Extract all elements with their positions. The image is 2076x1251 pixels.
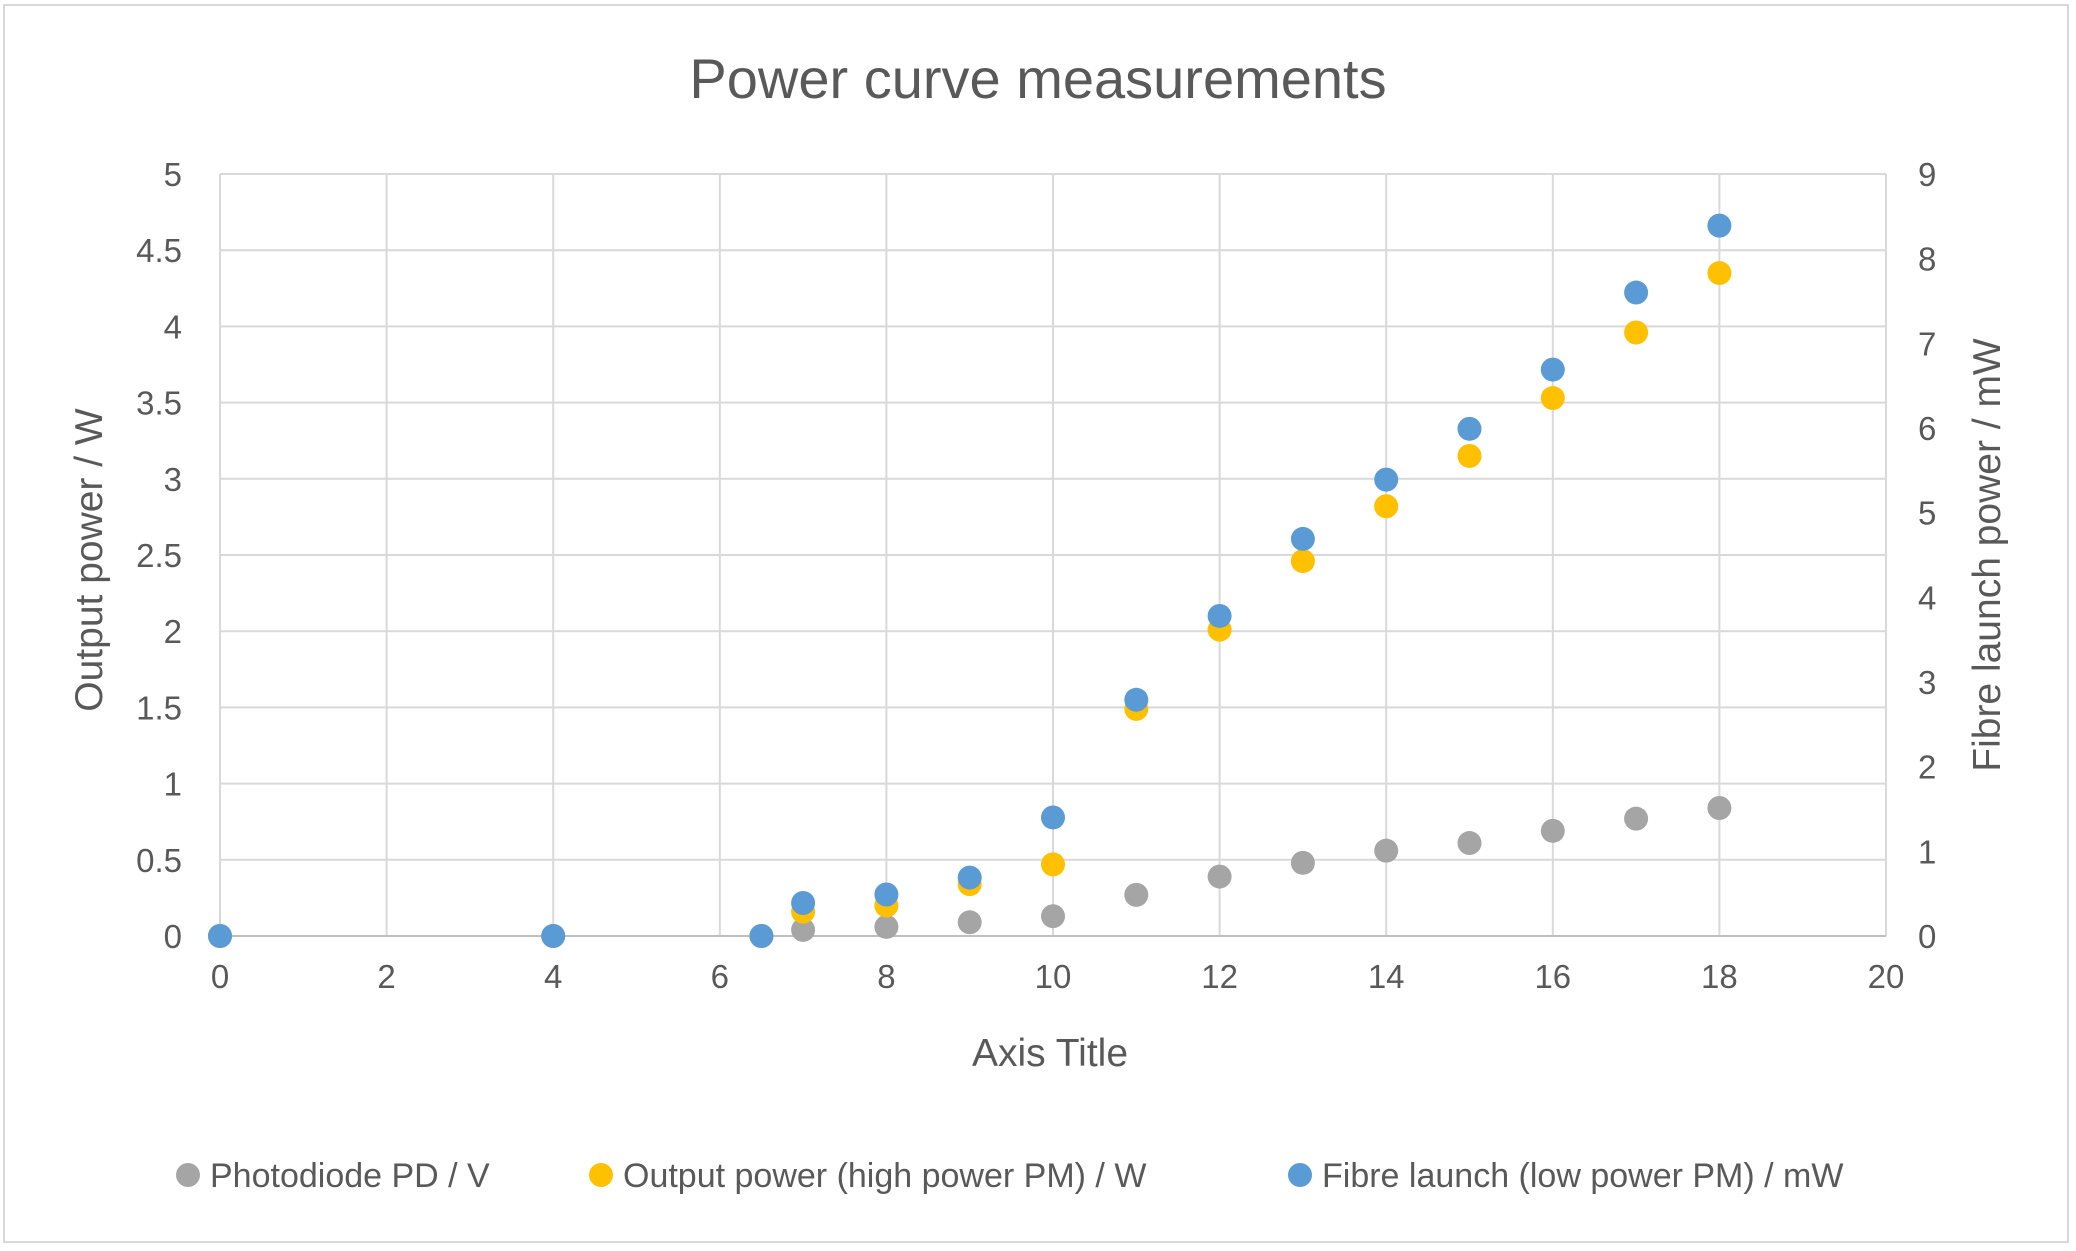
y-tick-label: 4: [164, 308, 182, 345]
y2-tick-label: 8: [1918, 241, 1936, 278]
fibre-launch-point: [874, 882, 899, 907]
legend-marker-output-power: [589, 1163, 613, 1187]
x-tick-label: 10: [1035, 958, 1072, 995]
photodiode-point: [1290, 850, 1315, 875]
fibre-launch-point: [541, 924, 566, 948]
x-axis-ticks: 0 2 4 6 8 10 12 14 16 18 20: [211, 958, 1905, 995]
fibre-launch-point: [1374, 467, 1399, 492]
y-tick-label: 1: [164, 766, 182, 803]
legend-marker-photodiode: [176, 1163, 200, 1187]
fibre-launch-point: [1624, 280, 1649, 305]
y2-tick-label: 4: [1918, 579, 1936, 616]
fibre-launch-point: [791, 890, 816, 915]
photodiode-point: [1124, 882, 1149, 907]
x-tick-label: 14: [1368, 958, 1405, 995]
photodiode-point: [1707, 795, 1732, 820]
y-axis-ticks: 0 0.5 1 1.5 2 2.5 3 3.5 4 4.5 5: [136, 156, 182, 955]
y2-tick-label: 7: [1918, 325, 1936, 362]
fibre-launch-point: [1124, 687, 1149, 712]
x-tick-label: 2: [377, 958, 395, 995]
y2-axis-ticks: 0 1 2 3 4 5 6 7 8 9: [1918, 156, 1936, 955]
x-tick-label: 16: [1534, 958, 1571, 995]
data-points: [208, 213, 1732, 948]
x-tick-label: 18: [1701, 958, 1738, 995]
y-tick-label: 1.5: [136, 689, 182, 726]
y2-tick-label: 6: [1918, 410, 1936, 447]
y2-tick-label: 5: [1918, 495, 1936, 532]
photodiode-point: [1457, 831, 1482, 856]
y-tick-label: 3.5: [136, 385, 182, 422]
photodiode-point: [1041, 904, 1065, 929]
y-axis-title: Output power / W: [68, 408, 111, 712]
y-tick-label: 3: [164, 461, 182, 498]
photodiode-point: [1374, 838, 1399, 863]
y-tick-label: 4.5: [136, 232, 182, 269]
output-power-point: [1374, 494, 1399, 519]
y2-tick-label: 2: [1918, 749, 1936, 786]
y2-tick-label: 0: [1918, 918, 1936, 955]
y-tick-label: 2.5: [136, 537, 182, 574]
chart-frame: [3, 4, 2069, 1243]
output-power-point: [1290, 549, 1315, 574]
output-power-point: [1041, 852, 1065, 877]
x-tick-label: 20: [1868, 958, 1905, 995]
photodiode-point: [874, 914, 899, 939]
x-axis-title: Axis Title: [972, 1032, 1128, 1075]
fibre-launch-point: [1290, 526, 1315, 551]
output-power-point: [1707, 261, 1732, 286]
y-tick-label: 2: [164, 613, 182, 650]
chart-title: Power curve measurements: [689, 47, 1386, 110]
photodiode-point: [791, 917, 816, 942]
x-tick-label: 8: [877, 958, 895, 995]
photodiode-point: [1540, 818, 1565, 843]
photodiode-point: [1207, 864, 1232, 889]
legend-label-photodiode: Photodiode PD / V: [210, 1157, 490, 1195]
fibre-launch-point: [208, 924, 232, 948]
y2-tick-label: 1: [1918, 833, 1936, 870]
x-tick-label: 4: [544, 958, 562, 995]
y-tick-label: 5: [164, 156, 182, 193]
x-tick-label: 6: [711, 958, 729, 995]
legend-marker-fibre-launch: [1288, 1163, 1312, 1187]
gridlines: [219, 173, 1887, 937]
y2-tick-label: 9: [1918, 156, 1936, 193]
legend-label-output-power: Output power (high power PM) / W: [623, 1157, 1146, 1195]
y2-axis-title: Fibre launch power / mW: [1966, 338, 2009, 772]
x-tick-label: 0: [211, 958, 229, 995]
fibre-launch-point: [957, 865, 982, 890]
legend-label-fibre-launch: Fibre launch (low power PM) / mW: [1322, 1157, 1843, 1195]
y-tick-label: 0: [164, 918, 182, 955]
fibre-launch-point: [1207, 603, 1232, 628]
y2-tick-label: 3: [1918, 664, 1936, 701]
output-power-point: [1624, 320, 1649, 345]
fibre-launch-point: [1457, 416, 1482, 441]
output-power-point: [1457, 443, 1482, 468]
legend: Photodiode PD / V Output power (high pow…: [176, 1157, 1843, 1195]
y-tick-label: 0.5: [136, 842, 182, 879]
fibre-launch-point: [1707, 213, 1732, 238]
photodiode-point: [1624, 806, 1649, 831]
fibre-launch-point: [1041, 805, 1065, 830]
output-power-point: [1540, 386, 1565, 411]
x-tick-label: 12: [1201, 958, 1238, 995]
fibre-launch-point: [1540, 357, 1565, 382]
fibre-launch-point: [749, 924, 774, 948]
photodiode-point: [957, 910, 982, 935]
